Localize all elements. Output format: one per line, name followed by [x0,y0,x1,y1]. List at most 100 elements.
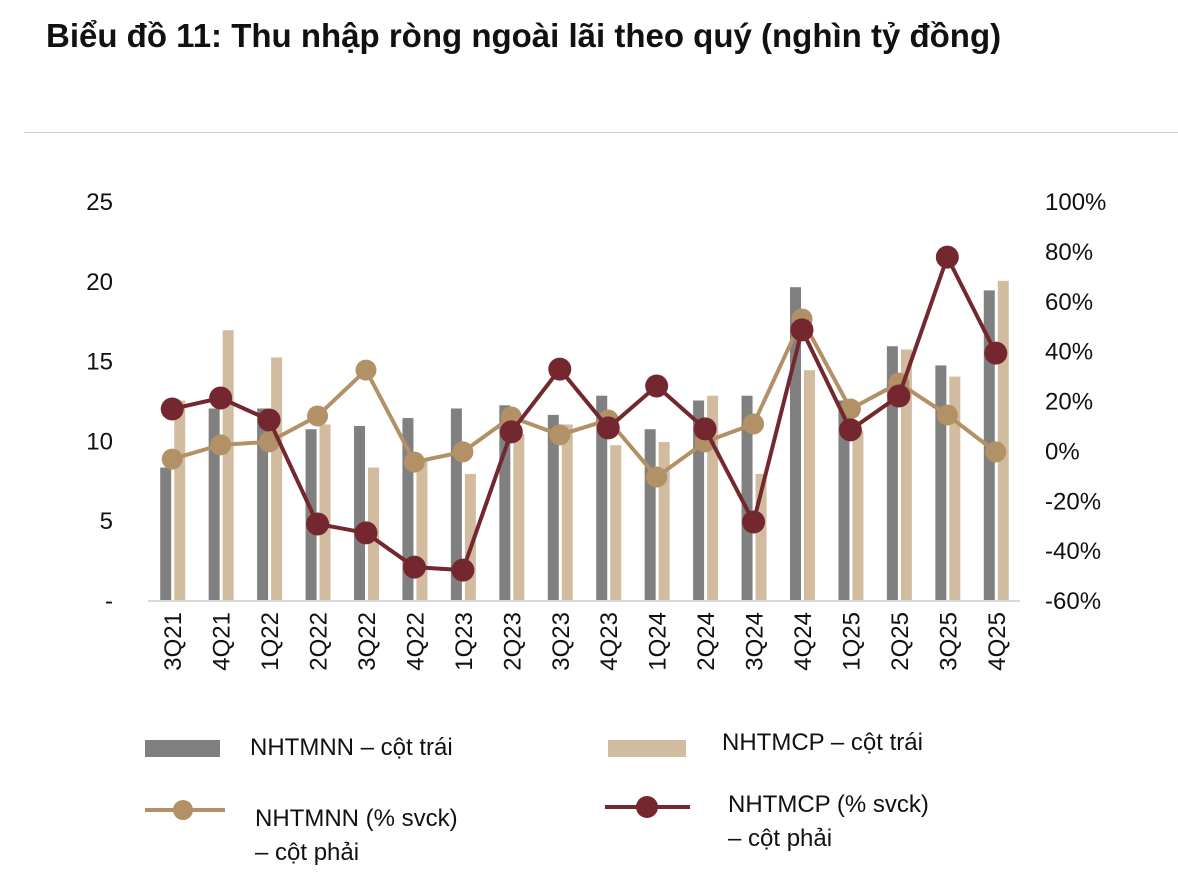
bar-nhtmcp [900,349,912,600]
y-right-tick-label: -40% [1045,538,1101,565]
legend-swatch-nhtmcp-bar [608,740,686,757]
bar-nhtmnn [450,408,462,600]
title-divider [24,132,1178,133]
x-tick-label: 1Q25 [838,612,865,671]
x-tick-label: 2Q24 [693,612,720,671]
point-nhtmcp [790,318,814,342]
point-nhtmnn [210,434,232,456]
bar-nhtmcp [755,473,767,600]
bar-nhtmcp [658,441,670,600]
x-tick-label: 1Q22 [257,612,284,671]
x-tick-label: 3Q21 [160,612,187,671]
line-nhtmcp [171,255,998,573]
x-tick-label: 4Q23 [596,612,623,671]
x-tick-label: 4Q24 [790,612,817,671]
legend-label-nhtmcp-bar: NHTMCP – cột trái [722,729,923,756]
bar-nhtmcp [949,376,961,600]
bar-nhtmcp [804,370,815,600]
legend-label-nhtmnn-bar: NHTMNN – cột trái [250,734,453,761]
point-nhtmcp [354,521,378,545]
bar-nhtmnn [354,426,365,600]
y-right-tick-label: -60% [1045,588,1101,615]
point-nhtmnn [549,424,571,446]
y-right-tick-label: 40% [1045,339,1093,366]
legend-label-nhtmnn-line-1: NHTMNN (% svck) [255,805,458,832]
bar-nhtmcp [561,424,573,600]
y-left-tick-label: 10 [86,428,113,455]
point-nhtmcp [257,408,281,432]
bar-nhtmnn [499,405,511,600]
bar-nhtmnn [208,408,220,600]
legend-label-nhtmnn-line-2: – cột phải [255,839,360,866]
point-nhtmcp [645,374,669,398]
x-tick-label: 3Q22 [354,612,381,671]
bar-nhtmcp [319,424,331,600]
x-tick-label: 4Q21 [209,612,236,671]
point-nhtmnn [839,398,861,420]
y-right-tick-label: 60% [1045,289,1093,316]
bar-nhtmnn [596,395,608,600]
point-nhtmnn [307,405,329,427]
bar-nhtmnn [402,418,414,600]
point-nhtmcp [935,245,959,269]
point-nhtmcp [596,416,620,440]
point-nhtmcp [693,417,717,441]
point-nhtmnn [743,413,765,435]
y-right-tick-label: 100% [1045,189,1106,216]
bar-nhtmcp [271,357,283,600]
y-right-tick-label: -20% [1045,488,1101,515]
point-nhtmnn [452,441,474,463]
bar-nhtmnn [257,408,269,600]
bar-nhtmcp [610,445,622,600]
x-tick-label: 3Q24 [742,612,769,671]
point-nhtmcp [742,510,766,534]
legend-label-nhtmcp-line-2: – cột phải [728,825,833,852]
y-left-tick-label: - [105,588,113,615]
y-right-tick-label: 20% [1045,389,1093,416]
bar-nhtmcp [464,473,476,600]
point-nhtmcp [499,420,523,444]
point-nhtmnn [936,404,958,426]
point-nhtmnn [355,359,377,381]
bar-nhtmnn [886,346,898,600]
bar-nhtmnn [644,429,656,600]
x-tick-label: 3Q25 [935,612,962,671]
x-tick-label: 1Q23 [451,612,478,671]
point-nhtmnn [985,441,1007,463]
y-left-tick-label: 25 [86,189,113,216]
bar-nhtmnn [838,400,850,600]
legend-label-nhtmcp-line: NHTMCP (% svck) – cột phải [728,788,929,856]
bar-nhtmcp [416,457,428,600]
bar-nhtmcp [852,430,864,600]
x-tick-label: 2Q25 [887,612,914,671]
y-left-tick-label: 5 [100,508,113,535]
bar-nhtmcp [222,330,234,600]
x-tick-label: 3Q23 [548,612,575,671]
bar-nhtmcp [174,400,186,600]
legend-swatch-nhtmnn-bar [145,740,220,757]
bar-nhtmcp [513,434,525,600]
point-nhtmcp [887,384,911,408]
chart-title: Biểu đồ 11: Thu nhập ròng ngoài lãi theo… [46,17,1002,54]
bar-nhtmcp [707,395,719,600]
point-nhtmcp [160,397,184,421]
point-nhtmnn [403,451,425,473]
point-nhtmcp [451,558,475,582]
legend-swatch-nhtmnn-line [145,800,225,820]
point-nhtmcp [209,386,233,410]
bar-nhtmnn [160,467,172,600]
x-tick-label: 4Q22 [402,612,429,671]
x-tick-label: 4Q25 [984,612,1011,671]
x-tick-label: 2Q22 [306,612,333,671]
bar-nhtmnn [693,400,705,600]
point-nhtmcp [548,357,572,381]
legend-label-nhtmcp-line-1: NHTMCP (% svck) [728,791,929,818]
point-nhtmcp [984,341,1008,365]
legend-label-nhtmnn-line: NHTMNN (% svck) – cột phải [255,802,458,870]
bar-nhtmnn [547,414,559,600]
y-right-tick-label: 0% [1045,438,1080,465]
point-nhtmcp [838,418,862,442]
y-left-tick-label: 20 [86,269,113,296]
bar-nhtmcp [997,280,1009,600]
